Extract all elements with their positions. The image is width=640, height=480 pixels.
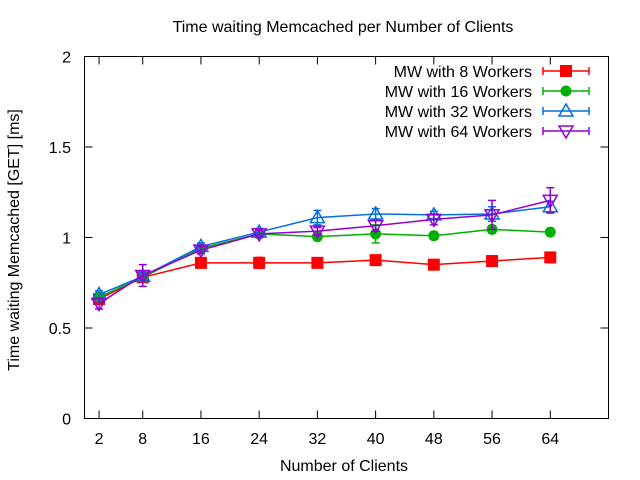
data-point <box>253 256 266 269</box>
data-point <box>544 251 557 264</box>
x-tick-label: 2 <box>95 431 104 448</box>
legend-label: MW with 16 Workers <box>385 84 532 101</box>
legend-entry: MW with 64 Workers <box>385 124 590 141</box>
x-tick-label: 16 <box>192 431 210 448</box>
y-axis-ticks: 0 0.5 1 1.5 2 <box>49 50 609 429</box>
legend-marker <box>557 102 575 117</box>
legend-marker <box>557 125 575 140</box>
series-line <box>98 199 551 305</box>
data-point <box>369 254 382 267</box>
legend-entry: MW with 32 Workers <box>385 102 590 121</box>
data-point <box>541 194 559 209</box>
y-tick-label: 1.5 <box>49 140 71 157</box>
x-axis-ticks: 2 8 16 24 32 40 48 56 64 <box>95 56 559 448</box>
data-point <box>250 228 268 243</box>
legend-entry: MW with 8 Workers <box>394 64 590 81</box>
legend-marker <box>560 85 572 97</box>
y-tick-label: 0.5 <box>49 321 71 338</box>
legend-label: MW with 8 Workers <box>394 64 532 81</box>
series-line <box>98 205 551 296</box>
data-point <box>486 255 499 268</box>
y-tick-label: 1 <box>62 231 71 248</box>
data-point <box>311 256 324 269</box>
data-point <box>367 219 384 235</box>
legend-label: MW with 64 Workers <box>385 124 532 141</box>
data-point <box>309 225 326 240</box>
x-axis-label: Number of Clients <box>280 458 408 475</box>
data-point <box>194 256 207 269</box>
legend-entry: MW with 16 Workers <box>385 84 590 101</box>
x-tick-label: 40 <box>367 431 385 448</box>
x-tick-label: 64 <box>541 431 559 448</box>
legend-label: MW with 32 Workers <box>385 104 532 121</box>
x-tick-label: 24 <box>250 431 268 448</box>
data-point <box>427 258 440 271</box>
chart-title: Time waiting Memcached per Number of Cli… <box>173 19 514 36</box>
data-point <box>309 209 326 224</box>
x-tick-label: 8 <box>138 431 147 448</box>
y-tick-label: 2 <box>62 50 71 67</box>
data-point <box>483 209 501 224</box>
y-axis-label: Time waiting Memcached [GET] [ms] <box>6 109 23 371</box>
x-tick-label: 56 <box>483 431 501 448</box>
x-tick-label: 48 <box>425 431 443 448</box>
series-1 <box>93 251 557 306</box>
legend: MW with 8 Workers MW with 16 Workers MW wi… <box>385 64 590 141</box>
data-point <box>192 244 210 259</box>
data-point <box>425 213 443 228</box>
x-tick-label: 32 <box>308 431 326 448</box>
series-4 <box>90 186 559 313</box>
data-point <box>90 297 108 313</box>
data-point <box>134 269 152 284</box>
data-point <box>367 205 384 220</box>
data-point <box>544 226 556 238</box>
y-tick-label: 0 <box>62 412 71 429</box>
series-layer <box>90 186 559 313</box>
data-point <box>428 230 440 242</box>
legend-marker <box>560 65 572 77</box>
